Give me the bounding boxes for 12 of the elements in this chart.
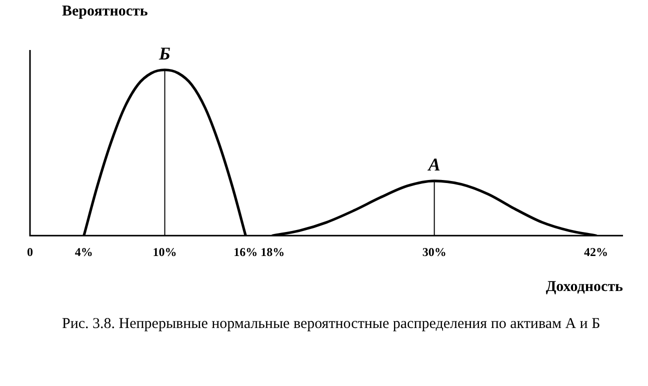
annotation: А <box>427 154 440 175</box>
x-tick-label: 16% <box>234 244 258 259</box>
annotation: Б <box>158 44 170 64</box>
x-axis-title: Доходность <box>546 278 624 295</box>
x-tick-label: 42% <box>584 244 608 259</box>
x-tick-label: 4% <box>74 244 93 259</box>
text: Рис. 3.8. Непрерывные нормальные вероятностные распределения по активам А и Б <box>62 316 600 333</box>
x-tick-label: 30% <box>422 244 446 259</box>
y-axis-title: Вероятность <box>62 3 148 20</box>
x-tick-label: 18% <box>260 244 285 259</box>
x-tick-label: 0 <box>27 244 33 259</box>
x-tick-label: 10% <box>152 244 177 259</box>
